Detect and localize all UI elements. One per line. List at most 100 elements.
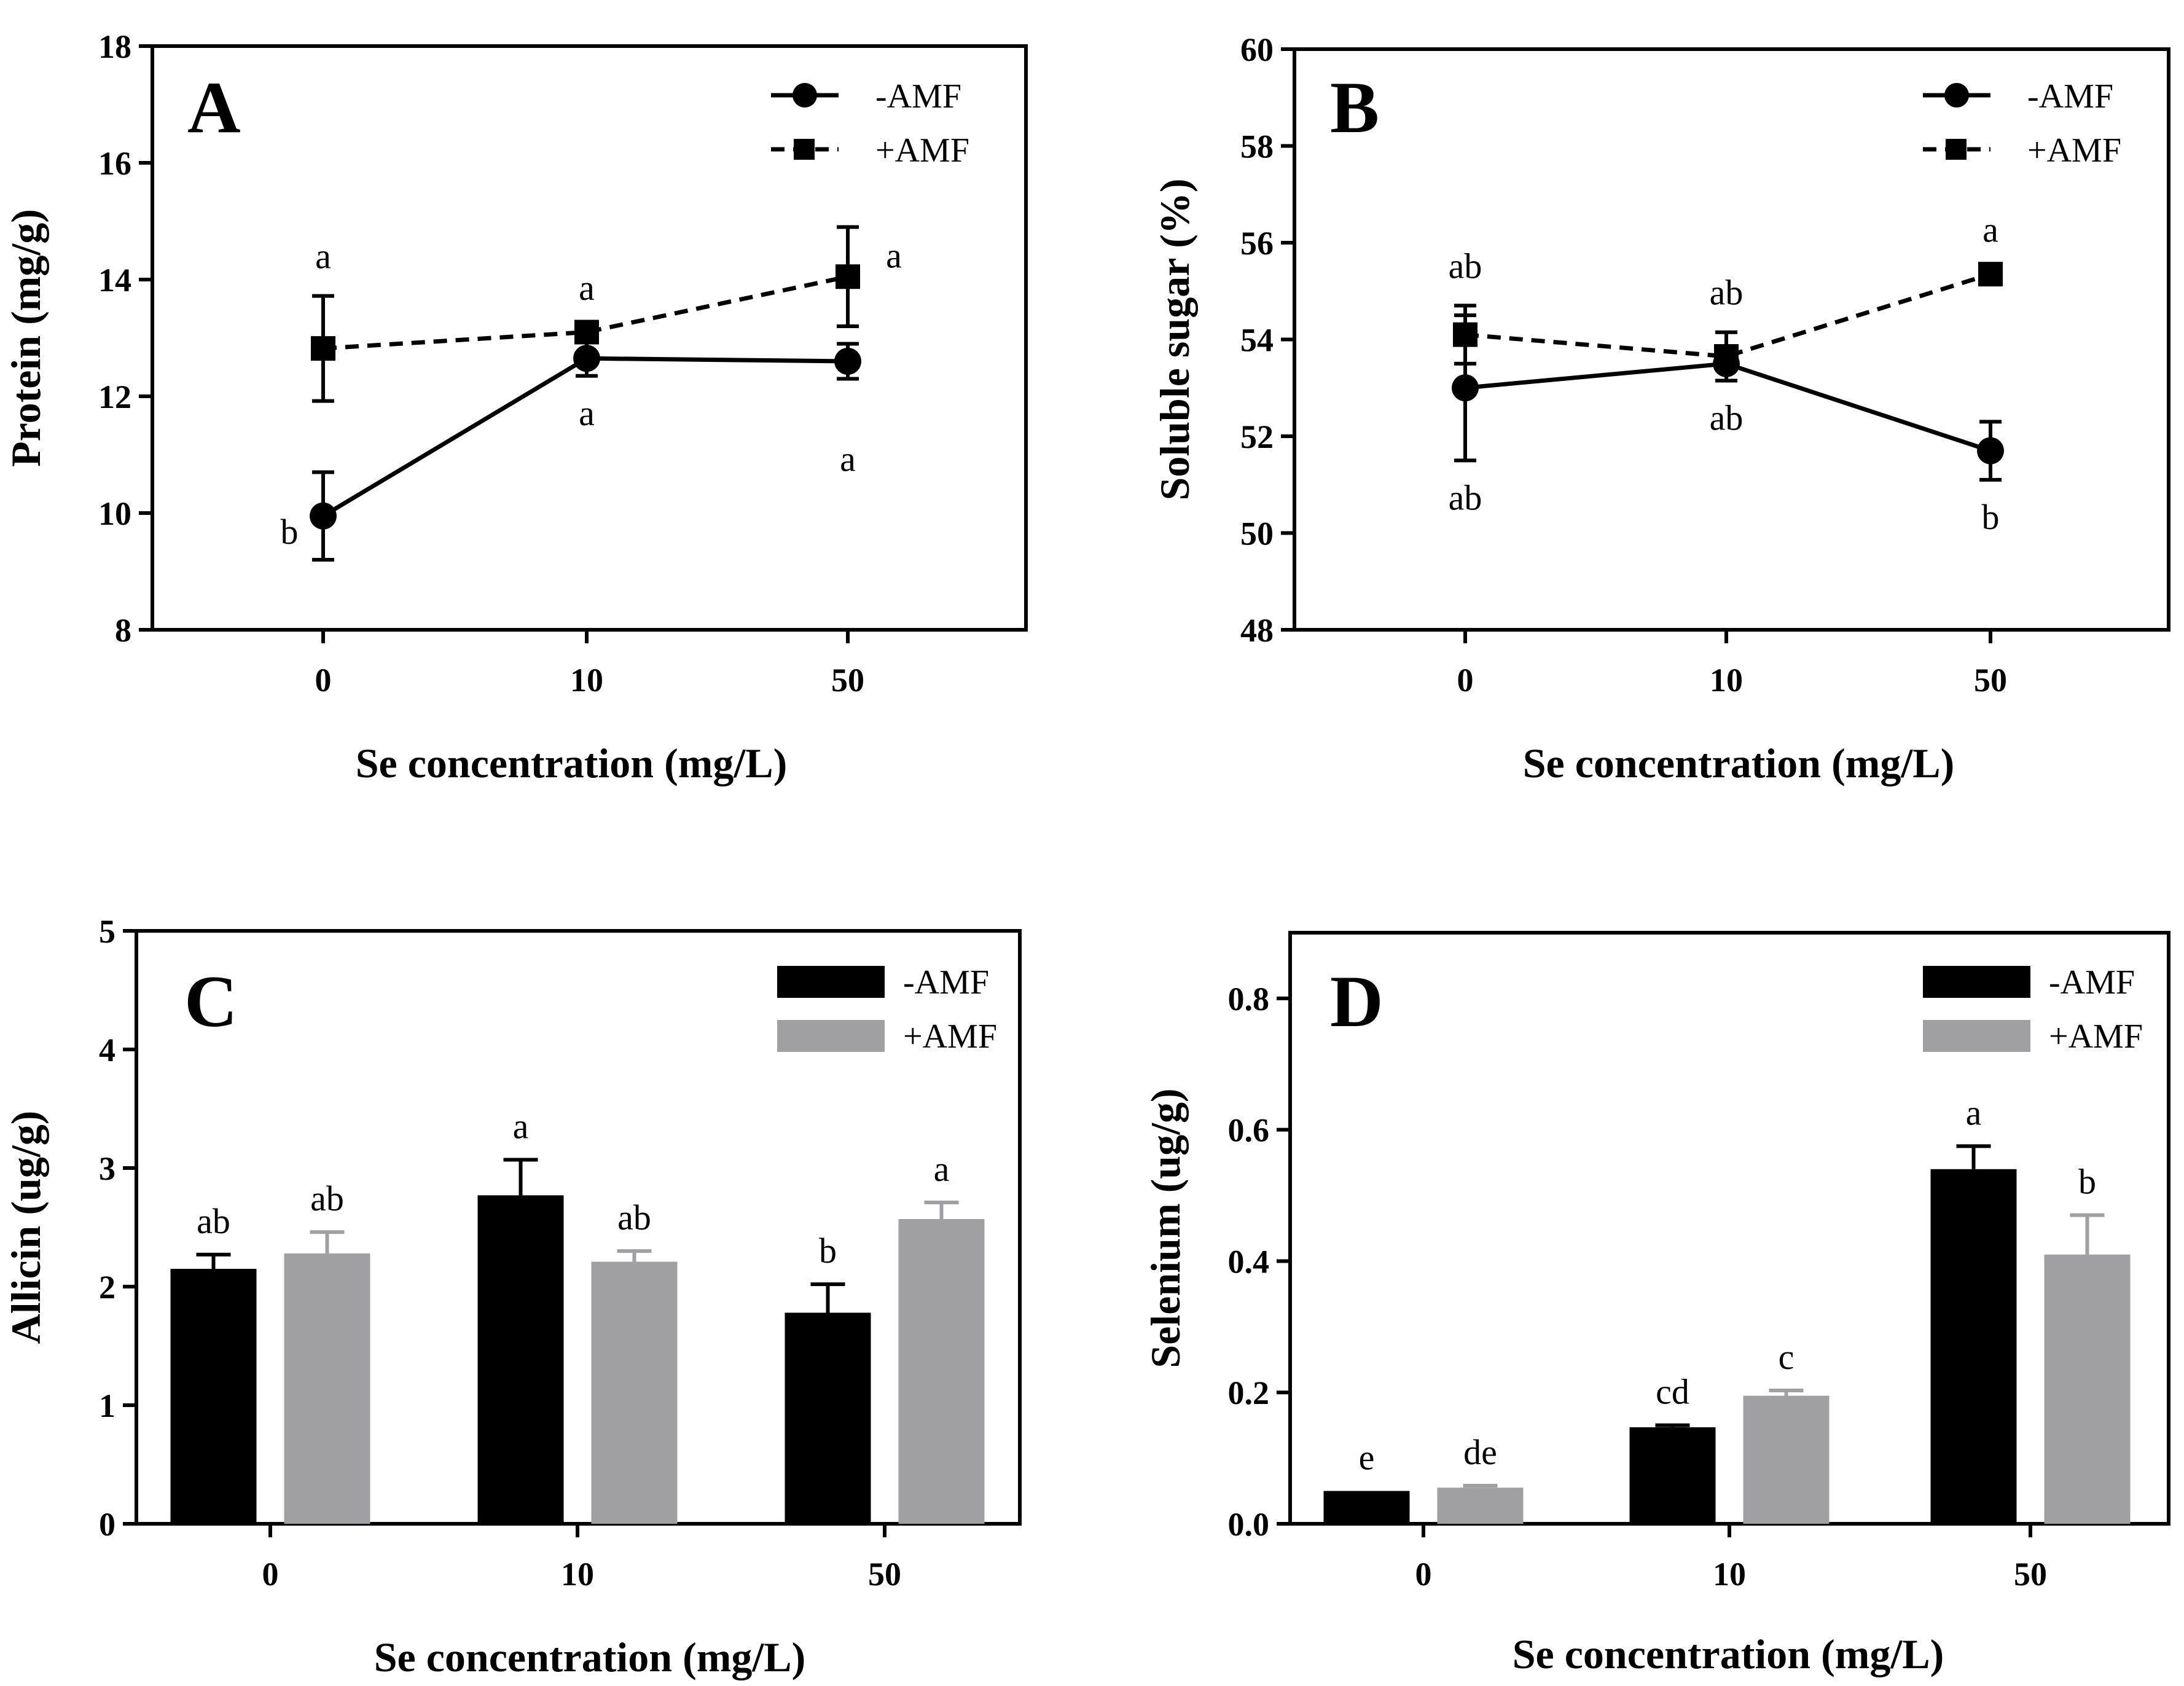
x-tick-label: 0 xyxy=(315,662,332,699)
panel-letter: A xyxy=(187,66,241,148)
bar xyxy=(898,1218,985,1524)
y-tick-label: 0.8 xyxy=(1228,981,1270,1017)
y-tick-label: 14 xyxy=(98,262,131,299)
data-point-square xyxy=(311,336,335,361)
y-axis-label: Selenium (ug/g) xyxy=(1142,1088,1189,1368)
significance-letter: a xyxy=(1982,210,1998,249)
y-axis-label: Allicin (ug/g) xyxy=(2,1111,49,1344)
y-tick-label: 16 xyxy=(98,145,131,182)
series-line xyxy=(1465,272,1992,359)
y-tick-label: 58 xyxy=(1240,128,1274,165)
legend-marker-square xyxy=(794,139,815,160)
x-tick-label: 0 xyxy=(262,1556,279,1593)
significance-letter: de xyxy=(1463,1432,1497,1472)
y-tick-label: 4 xyxy=(99,1032,115,1068)
y-tick-label: 56 xyxy=(1240,225,1274,262)
y-tick-label: 0.0 xyxy=(1228,1506,1270,1543)
significance-letter: ab xyxy=(617,1198,651,1237)
legend-swatch xyxy=(1923,1020,2030,1052)
y-tick-label: 18 xyxy=(98,28,131,65)
y-tick-label: 2 xyxy=(99,1269,115,1306)
legend-label: +AMF xyxy=(875,131,969,170)
significance-letter: a xyxy=(315,237,331,276)
legend-swatch xyxy=(777,966,885,998)
y-tick-label: 3 xyxy=(99,1150,115,1187)
legend-label: -AMF xyxy=(875,77,961,116)
x-tick-label: 50 xyxy=(2014,1556,2047,1593)
chart-panel-b: 48 50 52 54 56 58 60 0 10 50 Se concentration (mg/… xyxy=(1151,31,2170,786)
y-tick-label: 50 xyxy=(1240,516,1274,552)
significance-letter: ab xyxy=(1449,477,1482,517)
legend-label: -AMF xyxy=(2027,77,2113,116)
significance-letter: ab xyxy=(1710,398,1744,437)
data-point-square xyxy=(1714,344,1739,369)
y-tick-label: 60 xyxy=(1240,31,1274,68)
y-tick-label: 48 xyxy=(1240,612,1274,649)
y-tick-label: 0.4 xyxy=(1228,1243,1270,1280)
significance-letter: b xyxy=(1982,497,2000,537)
bar xyxy=(1629,1427,1716,1524)
y-tick-label: 8 xyxy=(115,612,131,649)
legend-label: +AMF xyxy=(2049,1017,2143,1056)
significance-letter: a xyxy=(513,1106,529,1146)
x-tick-label: 0 xyxy=(1415,1556,1432,1593)
y-tick-label: 1 xyxy=(99,1387,115,1424)
legend-marker-circle xyxy=(1944,83,1969,108)
bar xyxy=(284,1253,370,1524)
x-tick-label: 50 xyxy=(868,1556,901,1593)
y-tick-label: 5 xyxy=(99,913,115,950)
x-axis-label: Se concentration (mg/L) xyxy=(374,1634,806,1680)
significance-letter: ab xyxy=(310,1178,344,1218)
bar xyxy=(591,1261,678,1524)
data-point-circle xyxy=(1452,374,1479,402)
significance-letter: a xyxy=(579,393,595,433)
y-tick-label: 0.2 xyxy=(1228,1374,1270,1411)
significance-letter: a xyxy=(934,1149,950,1189)
bar xyxy=(1437,1488,1524,1524)
panel-letter: B xyxy=(1330,66,1379,148)
series-line xyxy=(322,356,848,518)
x-axis-label: Se concentration (mg/L) xyxy=(1513,1631,1944,1677)
plot-frame xyxy=(135,929,1022,1526)
bar xyxy=(1323,1491,1410,1524)
chart-panel-d: 0.0 0.2 0.4 0.6 0.8 0 10 50 Se concentration (mg… xyxy=(1142,931,2170,1677)
data-point-circle xyxy=(573,345,600,372)
panel-letter: D xyxy=(1330,960,1384,1042)
legend-label: -AMF xyxy=(903,963,989,1002)
bar xyxy=(1930,1169,2017,1524)
panel-letter: C xyxy=(184,960,238,1042)
data-point-square xyxy=(1453,322,1478,347)
legend-marker-circle xyxy=(793,83,817,108)
chart-panel-a: 8 10 12 14 16 18 0 10 50 Se concentration (mg/L) P… xyxy=(2,28,1028,786)
bar xyxy=(785,1312,871,1524)
data-point-circle xyxy=(310,502,337,530)
x-tick-label: 10 xyxy=(561,1556,594,1593)
data-point-circle xyxy=(834,348,861,375)
x-tick-label: 10 xyxy=(570,662,603,699)
bar xyxy=(477,1195,564,1524)
legend-label: -AMF xyxy=(2049,963,2135,1002)
legend-swatch xyxy=(777,1020,885,1052)
legend-marker-square xyxy=(1946,139,1967,160)
x-axis-label: Se concentration (mg/L) xyxy=(1523,740,1955,786)
bar xyxy=(1743,1395,1830,1524)
x-tick-label: 10 xyxy=(1713,1556,1746,1593)
data-point-square xyxy=(574,320,599,345)
significance-letter: b xyxy=(281,512,299,552)
y-tick-label: 0.6 xyxy=(1228,1112,1270,1149)
legend-label: +AMF xyxy=(2027,131,2121,170)
y-tick-label: 54 xyxy=(1240,322,1274,359)
significance-letter: a xyxy=(1966,1092,1982,1132)
data-point-square xyxy=(836,264,860,289)
significance-letter: ab xyxy=(197,1201,230,1241)
significance-letter: b xyxy=(819,1231,837,1271)
significance-letter: a xyxy=(886,235,902,275)
y-axis-label: Protein (mg/g) xyxy=(2,209,49,467)
y-tick-label: 52 xyxy=(1240,418,1274,455)
significance-letter: e xyxy=(1359,1438,1375,1478)
legend-swatch xyxy=(1923,966,2030,998)
x-axis-label: Se concentration (mg/L) xyxy=(356,740,788,786)
plot-frame xyxy=(1288,931,2170,1526)
